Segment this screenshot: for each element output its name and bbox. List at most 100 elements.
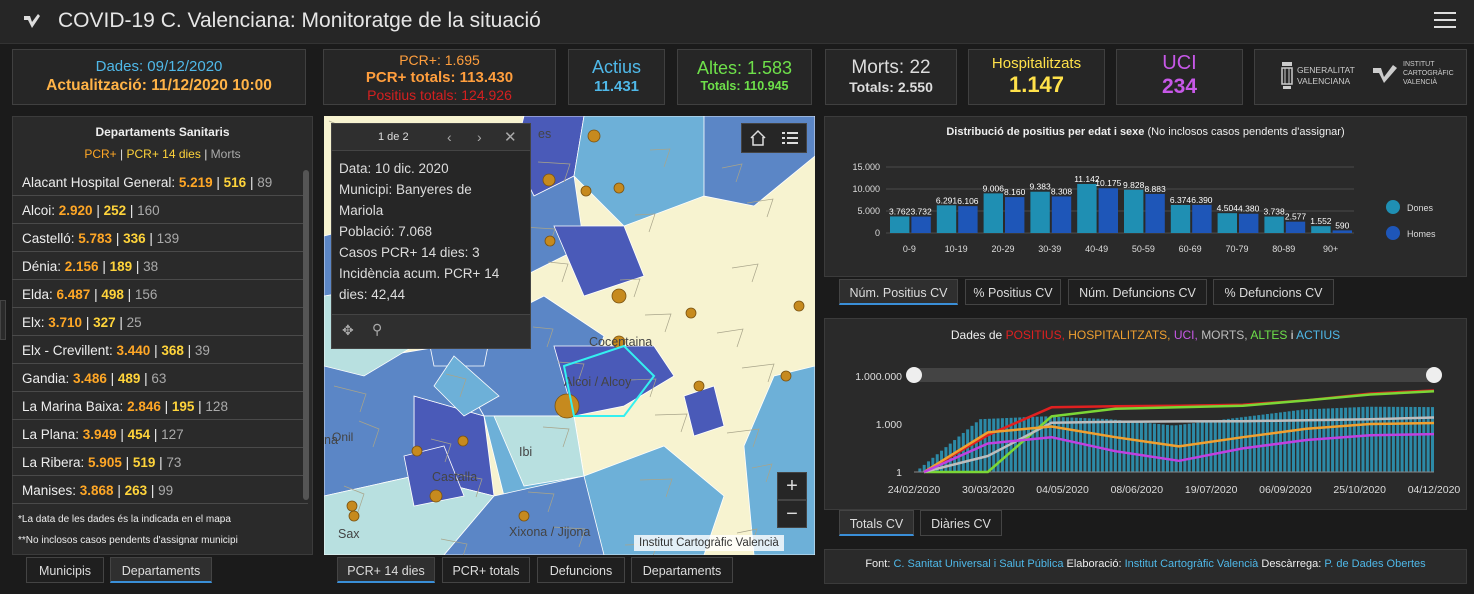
case-circle	[685, 307, 697, 319]
actius-bar	[1196, 422, 1200, 472]
tab-num-positius[interactable]: Núm. Positius CV	[839, 279, 958, 305]
line-x-tick: 19/07/2020	[1185, 484, 1238, 496]
tab-pct-positius[interactable]: % Positius CV	[965, 279, 1061, 305]
tab-map-departaments[interactable]: Departaments	[631, 557, 733, 583]
municipality-17	[433, 355, 500, 417]
line-x-tick: 08/06/2020	[1111, 484, 1164, 496]
bar-data-label: 1.552	[1310, 216, 1332, 226]
title-uci: UCI,	[1173, 328, 1198, 342]
dept-morts: 139	[156, 231, 180, 246]
actius-bar	[1035, 416, 1039, 472]
bar-data-label: 3.762	[889, 206, 911, 216]
department-row[interactable]: Castelló: 5.783 | 336 | 139	[12, 225, 308, 252]
municipality-11	[583, 445, 725, 555]
zoom-in-button[interactable]: +	[777, 472, 807, 500]
department-row[interactable]: Alacant Hospital General: 5.219 | 516 | …	[12, 169, 308, 196]
department-row[interactable]: La Marina Baixa: 2.846 | 195 | 128	[12, 393, 308, 420]
departments-title: Departaments Sanitaris	[95, 125, 230, 139]
bar-category-label: 80-89	[1272, 244, 1295, 254]
department-row[interactable]: Elda: 6.487 | 498 | 156	[12, 281, 308, 308]
actius-bar	[1274, 412, 1278, 472]
case-circle	[348, 510, 360, 522]
dept-pcr: 5.783	[78, 231, 113, 246]
title-morts: MORTS,	[1201, 328, 1248, 342]
actius-bar	[1344, 407, 1348, 472]
legend-list-icon[interactable]	[781, 129, 799, 147]
municipality-4	[553, 225, 645, 297]
range-slider-track	[914, 368, 1434, 382]
footer-desc-link[interactable]: P. de Dades Obertes	[1324, 558, 1426, 570]
zoom-out-button[interactable]: −	[777, 500, 807, 528]
altes-totals: Totals: 110.945	[700, 79, 789, 93]
actius-bar	[1074, 417, 1078, 472]
title-altes: ALTES	[1250, 328, 1288, 342]
tab-defuncions[interactable]: Defuncions	[537, 557, 625, 583]
department-row[interactable]: Alcoi: 2.920 | 252 | 160	[12, 197, 308, 224]
pan-to-icon[interactable]: ✥	[342, 322, 354, 338]
popup-next-icon[interactable]: ›	[477, 129, 482, 145]
popup-header	[332, 124, 530, 151]
tab-totals-cv[interactable]: Totals CV	[839, 510, 914, 536]
bar-data-label: 4.504	[1217, 203, 1239, 213]
actius-bar	[1239, 417, 1243, 472]
actius-bar	[1139, 422, 1143, 472]
tab-municipis[interactable]: Municipis	[26, 557, 104, 583]
bar-category-label: 10-19	[945, 244, 968, 254]
sep: |	[98, 259, 110, 274]
actius-bar	[1270, 413, 1274, 472]
actius-bar	[1361, 406, 1365, 472]
tab-diaries-cv[interactable]: Diàries CV	[920, 510, 1002, 536]
dept-morts: 156	[134, 287, 158, 302]
bar-homes	[1332, 230, 1352, 233]
department-row[interactable]: Dénia: 2.156 | 189 | 38	[12, 253, 308, 280]
department-row[interactable]: Elx - Crevillent: 3.440 | 368 | 39	[12, 337, 308, 364]
sep: |	[113, 483, 125, 498]
dept-pcr14: 336	[123, 231, 146, 246]
dept-pcr: 5.219	[178, 175, 213, 190]
bar-data-label: 9.383	[1029, 182, 1051, 192]
sep: |	[112, 231, 124, 246]
tab-departaments[interactable]: Departaments	[110, 557, 212, 583]
departments-scrollbar[interactable]	[303, 170, 309, 500]
zoom-to-icon[interactable]: ⚲	[372, 321, 383, 337]
footer-font-link[interactable]: C. Sanitat Universal i Salut Pública	[893, 558, 1064, 570]
actius-bar	[1331, 408, 1335, 472]
map-attribution[interactable]: Institut Cartogràfic Valencià	[634, 535, 784, 551]
department-row[interactable]: Manises: 3.868 | 263 | 99	[12, 477, 308, 504]
hamburger-menu-icon[interactable]	[1434, 12, 1456, 30]
popup-close-icon[interactable]: ✕	[504, 129, 517, 146]
sep: |	[183, 343, 195, 358]
tab-pcr14[interactable]: PCR+ 14 dies	[337, 557, 435, 583]
border-line	[527, 491, 555, 513]
actius-bar	[1417, 407, 1421, 472]
tab-pcr-totals[interactable]: PCR+ totals	[442, 557, 530, 583]
department-row[interactable]: Gandia: 3.486 | 489 | 63	[12, 365, 308, 392]
line-series-hospitalitzats	[923, 421, 1435, 474]
footer-elab-link[interactable]: Institut Cartogràfic Valencià	[1124, 558, 1259, 570]
pcr-card: PCR+: 1.695 PCR+ totals: 113.430 Positiu…	[323, 49, 556, 105]
tab-pct-defuncions[interactable]: % Defuncions CV	[1213, 279, 1334, 305]
actius-bar	[1152, 423, 1156, 472]
actius-bar	[1013, 417, 1017, 472]
bar-data-label: 8.160	[1004, 187, 1026, 197]
bar-data-label: 6.291	[936, 195, 958, 205]
home-icon[interactable]	[749, 129, 767, 147]
border-line	[343, 485, 365, 513]
map-popup: 1 de 2 ‹ › ✕ Data: 10 dic. 2020 Municipi…	[331, 123, 531, 349]
collapse-handle[interactable]	[0, 300, 6, 340]
tab-num-defuncions[interactable]: Núm. Defuncions CV	[1068, 279, 1207, 305]
municipality-15	[683, 385, 725, 437]
popup-prev-icon[interactable]: ‹	[447, 129, 452, 145]
department-row[interactable]: La Plana: 3.949 | 454 | 127	[12, 421, 308, 448]
bar-data-label: 3.732	[910, 207, 932, 217]
morts-label: Morts: 22	[851, 57, 931, 78]
department-row[interactable]: La Ribera: 5.905 | 519 | 73	[12, 449, 308, 476]
actius-bar	[1135, 421, 1139, 472]
department-row[interactable]: Elx: 3.710 | 327 | 25	[12, 309, 308, 336]
actius-bar	[957, 436, 961, 472]
sep: |	[116, 427, 128, 442]
map-place-label: Sax	[338, 527, 360, 541]
actius-bar	[1265, 414, 1269, 472]
border-line	[333, 385, 367, 413]
actius-bar	[1126, 421, 1130, 472]
